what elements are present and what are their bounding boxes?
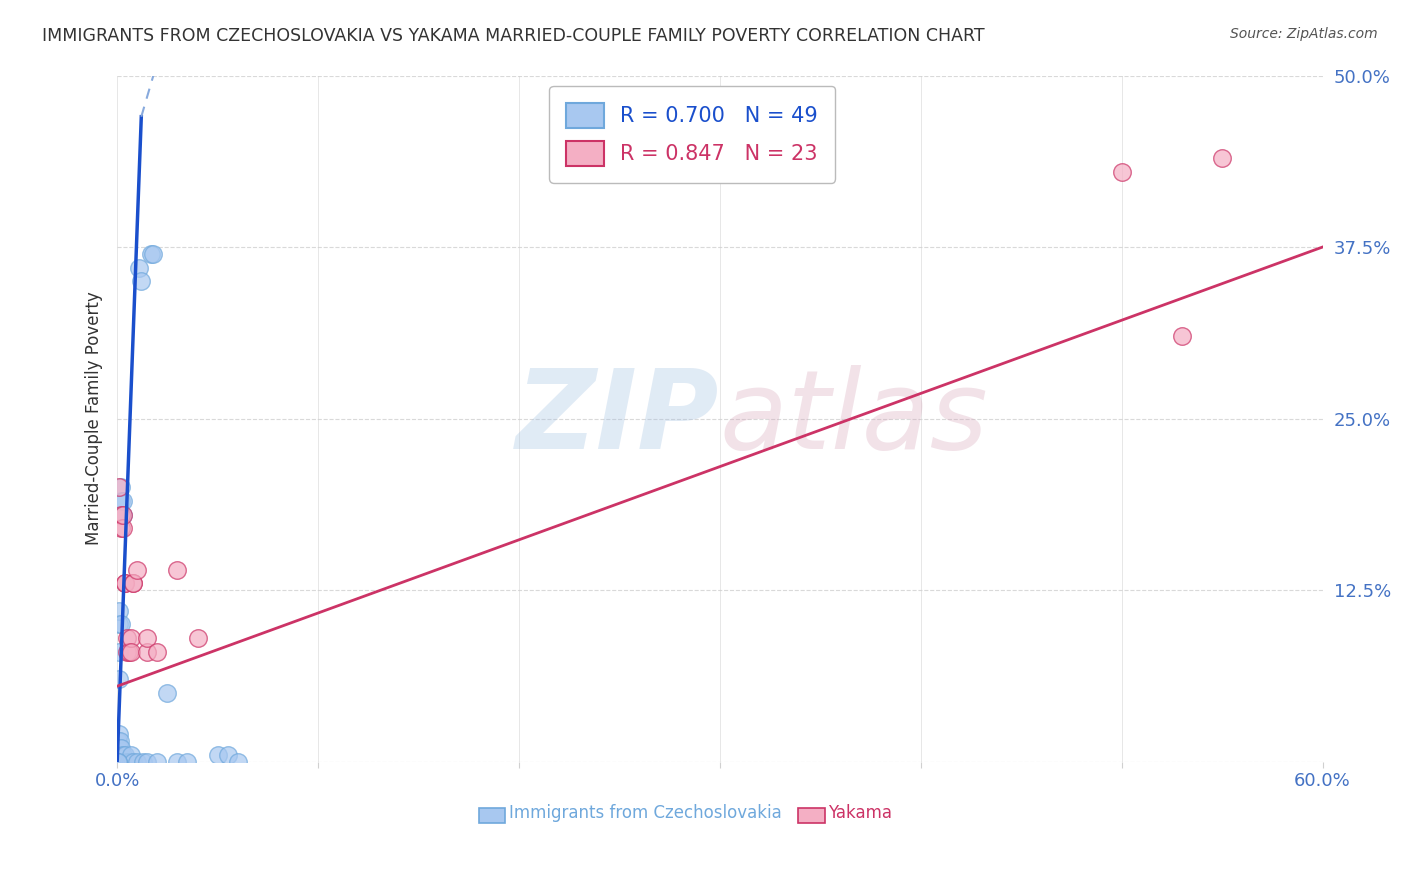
Point [166,755,188,769]
Point [120,645,142,659]
Point [108,755,131,769]
Point [120,747,142,762]
Point [108,617,131,632]
Point [114,755,136,769]
Point [136,755,159,769]
Point [112,494,135,508]
Text: Yakama: Yakama [828,804,893,822]
Point [112,508,135,522]
Point [108,755,131,769]
Point [166,563,188,577]
Point [141,247,163,261]
Point [108,740,131,755]
Point [142,247,165,261]
Point [132,755,155,769]
Point [127,563,149,577]
Point [1171,329,1194,343]
Point [120,755,142,769]
Point [1111,164,1133,178]
Point [217,747,239,762]
Y-axis label: Married-Couple Family Poverty: Married-Couple Family Poverty [86,292,103,546]
Point [129,274,152,288]
Point [136,645,159,659]
Text: atlas: atlas [720,365,988,472]
Point [110,747,132,762]
Point [108,740,131,755]
Point [110,617,132,632]
Point [108,734,131,748]
Point [176,755,198,769]
Point [108,480,131,494]
FancyBboxPatch shape [799,808,825,823]
Point [127,755,149,769]
Point [187,631,209,645]
Point [115,631,138,645]
Point [128,260,150,275]
Point [120,631,142,645]
Text: Source: ZipAtlas.com: Source: ZipAtlas.com [1230,27,1378,41]
Point [112,521,135,535]
Point [114,576,136,591]
Point [110,480,132,494]
Point [115,645,138,659]
Point [108,673,131,687]
FancyBboxPatch shape [479,808,505,823]
Point [112,747,135,762]
Point [118,645,141,659]
Point [207,747,229,762]
Point [122,576,145,591]
Text: IMMIGRANTS FROM CZECHOSLOVAKIA VS YAKAMA MARRIED-COUPLE FAMILY POVERTY CORRELATI: IMMIGRANTS FROM CZECHOSLOVAKIA VS YAKAMA… [42,27,984,45]
Point [108,727,131,741]
Point [107,747,129,762]
Point [115,755,138,769]
Point [136,631,159,645]
Point [122,755,145,769]
Text: Immigrants from Czechoslovakia: Immigrants from Czechoslovakia [509,804,782,822]
Point [108,747,131,762]
Point [110,755,132,769]
Point [110,521,132,535]
Point [108,604,131,618]
Point [1211,151,1233,165]
Legend: R = 0.700   N = 49, R = 0.847   N = 23: R = 0.700 N = 49, R = 0.847 N = 23 [550,86,835,183]
Point [122,576,145,591]
Point [107,755,129,769]
Point [110,494,132,508]
Point [156,686,179,700]
Point [112,755,135,769]
Point [107,755,129,769]
Point [107,755,129,769]
Point [108,747,131,762]
Point [110,740,132,755]
Point [114,576,136,591]
Point [146,645,169,659]
Text: ZIP: ZIP [516,365,720,472]
Point [112,508,135,522]
Point [114,747,136,762]
Point [118,755,141,769]
Point [110,508,132,522]
Point [108,645,131,659]
Point [226,755,249,769]
Point [107,734,129,748]
Point [107,740,129,755]
Point [146,755,169,769]
